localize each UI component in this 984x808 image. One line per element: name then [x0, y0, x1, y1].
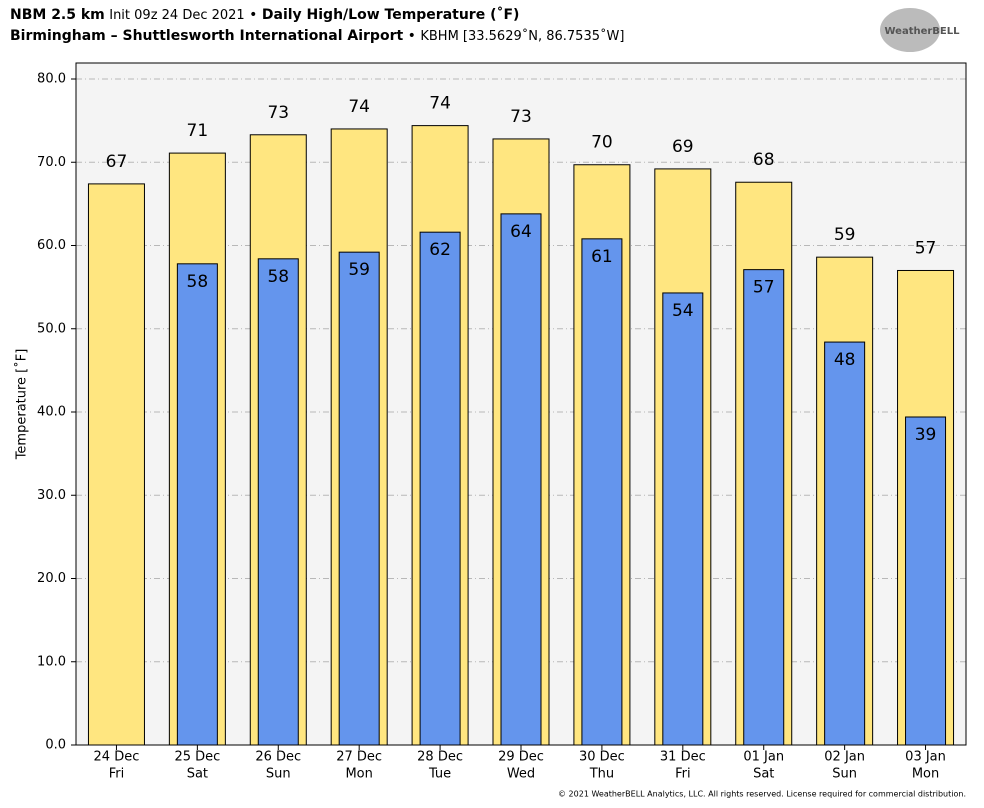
x-tick-label: 29 Dec [498, 750, 544, 765]
y-tick-label: 20.0 [37, 571, 66, 586]
x-tick-label: 02 Jan [824, 750, 865, 765]
subtitle-line: Birmingham – Shuttlesworth International… [10, 28, 624, 45]
data-label: 54 [672, 301, 694, 321]
separator: • [408, 28, 416, 44]
bar [338, 251, 380, 746]
x-tick-label: Sat [187, 767, 208, 782]
x-tick-label: Fri [675, 767, 691, 782]
data-label: 69 [672, 137, 694, 157]
data-label: 68 [753, 150, 775, 170]
data-label: 74 [348, 97, 370, 117]
x-tick-label: 26 Dec [255, 750, 301, 765]
data-label: 73 [510, 107, 532, 127]
y-tick-label: 30.0 [37, 488, 66, 503]
y-tick-label: 0.0 [45, 738, 66, 753]
data-label: 59 [834, 225, 856, 245]
x-tick-label: Thu [589, 767, 614, 782]
y-tick-label: 60.0 [37, 238, 66, 253]
data-label: 62 [429, 240, 451, 260]
x-tick-label: 27 Dec [336, 750, 382, 765]
separator: • [249, 7, 257, 23]
bar [662, 292, 704, 746]
x-tick-label: Sun [832, 767, 857, 782]
y-tick-label: 50.0 [37, 321, 66, 336]
bar [87, 183, 145, 746]
data-label: 57 [915, 238, 937, 258]
data-label: 57 [753, 278, 775, 298]
y-tick-label: 40.0 [37, 405, 66, 420]
x-tick-label: 31 Dec [660, 750, 706, 765]
x-tick-label: Fri [109, 767, 125, 782]
data-label: 73 [267, 103, 289, 123]
footer: © 2021 WeatherBELL Analytics, LLC. All r… [558, 790, 966, 799]
logo-mark [880, 8, 940, 52]
data-label: 74 [429, 94, 451, 114]
y-tick-label: 10.0 [37, 654, 66, 669]
x-tick-label: 24 Dec [94, 750, 140, 765]
bar [905, 416, 947, 746]
x-tick-label: Mon [912, 767, 939, 782]
bar [176, 263, 218, 746]
model: NBM 2.5 km [10, 7, 105, 23]
title-line: NBM 2.5 km Init 09z 24 Dec 2021 • Daily … [10, 6, 519, 23]
bar [581, 238, 623, 746]
y-axis-label: Temperature [˚F] [14, 349, 30, 461]
x-tick-label: Tue [428, 767, 451, 782]
y-tick-label: 70.0 [37, 155, 66, 170]
x-tick-label: 01 Jan [743, 750, 784, 765]
data-label: 70 [591, 133, 613, 153]
bar [824, 341, 866, 746]
data-label: 58 [267, 267, 289, 287]
y-tick-label: 80.0 [37, 72, 66, 87]
bar [500, 213, 542, 746]
x-tick-label: Sat [753, 767, 774, 782]
data-label: 71 [187, 121, 209, 141]
data-label: 39 [915, 425, 937, 445]
bar [743, 269, 785, 746]
location: KBHM [33.5629˚N, 86.7535˚W] [420, 28, 624, 44]
x-tick-label: 25 Dec [174, 750, 220, 765]
plot-frame [75, 62, 967, 746]
logo: WeatherBELL [884, 26, 960, 37]
bar [419, 231, 461, 746]
product: Daily High/Low Temperature (˚F) [262, 6, 520, 23]
data-label: 61 [591, 247, 613, 267]
station: Birmingham – Shuttlesworth International… [10, 28, 403, 44]
data-label: 59 [348, 260, 370, 280]
data-label: 67 [106, 152, 128, 172]
init: Init 09z 24 Dec 2021 [109, 8, 244, 23]
x-tick-label: 30 Dec [579, 750, 625, 765]
data-label: 58 [187, 272, 209, 292]
x-tick-label: Sun [266, 767, 291, 782]
bar [257, 258, 299, 746]
x-tick-label: Wed [507, 767, 535, 782]
data-label: 48 [834, 350, 856, 370]
x-tick-label: 28 Dec [417, 750, 463, 765]
x-tick-label: 03 Jan [905, 750, 946, 765]
x-tick-label: Mon [345, 767, 372, 782]
data-label: 64 [510, 222, 532, 242]
